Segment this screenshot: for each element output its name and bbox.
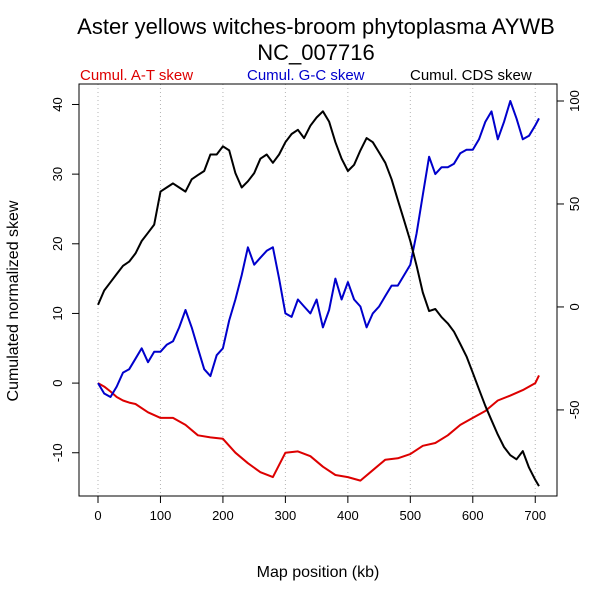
x-axis-label: Map position (kb) bbox=[257, 564, 380, 581]
y-tick-label: 10 bbox=[50, 306, 65, 320]
x-tick-label: 500 bbox=[399, 508, 421, 523]
y2-tick-label: 0 bbox=[567, 303, 582, 310]
legend-gc-skew: Cumul. G-C skew bbox=[247, 67, 365, 84]
y2-tick-label: -50 bbox=[567, 401, 582, 420]
y-axis-label: Cumulated normalized skew bbox=[5, 200, 22, 401]
y-tick-label: 20 bbox=[50, 237, 65, 251]
y-tick-label: -10 bbox=[50, 443, 65, 462]
gc-skew-line bbox=[97, 100, 540, 398]
y-axis-left: -10 0 10 20 30 40 bbox=[50, 97, 80, 462]
x-tick-label: 400 bbox=[337, 508, 359, 523]
cds-skew-line bbox=[97, 110, 540, 487]
legend-at-skew: Cumul. A-T skew bbox=[80, 67, 193, 84]
grid bbox=[97, 84, 536, 496]
y-tick-label: 40 bbox=[50, 97, 65, 111]
series-layer bbox=[97, 100, 540, 487]
y-tick-label: 30 bbox=[50, 167, 65, 181]
at-skew-line bbox=[97, 374, 540, 482]
y-axis-right: -50 0 50 100 bbox=[556, 90, 582, 420]
y2-tick-label: 50 bbox=[567, 197, 582, 211]
x-tick-label: 600 bbox=[462, 508, 484, 523]
x-tick-label: 100 bbox=[150, 508, 172, 523]
legend-cds-skew: Cumul. CDS skew bbox=[410, 67, 532, 84]
y-tick-label: 0 bbox=[50, 379, 65, 386]
x-tick-label: 200 bbox=[212, 508, 234, 523]
chart-title: Aster yellows witches-broom phytoplasma … bbox=[77, 14, 555, 39]
x-tick-label: 700 bbox=[524, 508, 546, 523]
x-axis: 0 100 200 300 400 500 600 700 bbox=[94, 495, 546, 523]
chart-subtitle: NC_007716 bbox=[257, 40, 374, 65]
x-tick-label: 300 bbox=[275, 508, 297, 523]
y2-tick-label: 100 bbox=[567, 90, 582, 112]
x-tick-label: 0 bbox=[94, 508, 101, 523]
